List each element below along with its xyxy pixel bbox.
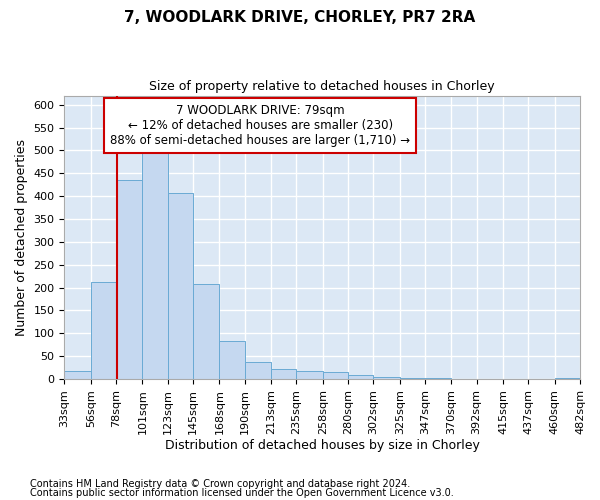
Bar bbox=[323, 372, 348, 379]
Bar bbox=[116, 180, 142, 379]
Bar bbox=[220, 341, 245, 379]
Bar bbox=[555, 378, 580, 379]
Text: 7, WOODLARK DRIVE, CHORLEY, PR7 2RA: 7, WOODLARK DRIVE, CHORLEY, PR7 2RA bbox=[124, 10, 476, 25]
Bar bbox=[348, 374, 373, 379]
Bar bbox=[373, 377, 400, 379]
Bar bbox=[425, 378, 451, 379]
Bar bbox=[271, 369, 296, 379]
Title: Size of property relative to detached houses in Chorley: Size of property relative to detached ho… bbox=[149, 80, 495, 93]
Bar bbox=[193, 284, 220, 379]
Bar bbox=[296, 371, 323, 379]
Text: 7 WOODLARK DRIVE: 79sqm
← 12% of detached houses are smaller (230)
88% of semi-d: 7 WOODLARK DRIVE: 79sqm ← 12% of detache… bbox=[110, 104, 410, 147]
Y-axis label: Number of detached properties: Number of detached properties bbox=[15, 139, 28, 336]
Bar bbox=[245, 362, 271, 379]
Bar bbox=[142, 150, 168, 379]
Bar bbox=[168, 192, 193, 379]
Text: Contains HM Land Registry data © Crown copyright and database right 2024.: Contains HM Land Registry data © Crown c… bbox=[30, 479, 410, 489]
Bar bbox=[64, 371, 91, 379]
Text: Contains public sector information licensed under the Open Government Licence v3: Contains public sector information licen… bbox=[30, 488, 454, 498]
Bar bbox=[91, 282, 116, 379]
X-axis label: Distribution of detached houses by size in Chorley: Distribution of detached houses by size … bbox=[165, 440, 479, 452]
Bar bbox=[400, 378, 425, 379]
